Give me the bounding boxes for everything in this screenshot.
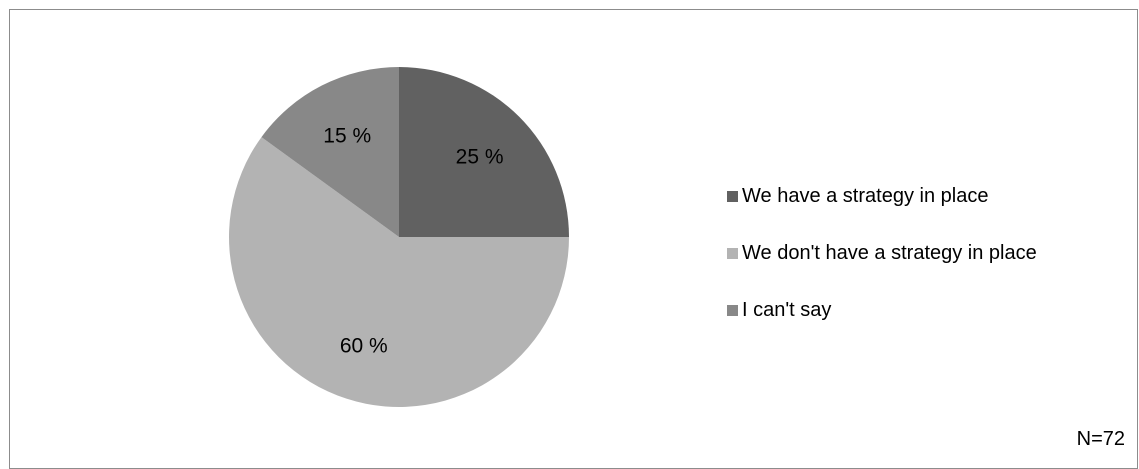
- pie-slice: [228, 137, 569, 408]
- slice-value-label: 15 %: [323, 124, 371, 147]
- legend-item-strategy-in-place: We have a strategy in place: [727, 168, 1037, 225]
- legend: We have a strategy in place We don't hav…: [727, 168, 1037, 339]
- legend-label: We don't have a strategy in place: [742, 242, 1037, 264]
- pie-chart: 25 % 60 % 15 %: [228, 67, 569, 408]
- slice-value-label: 60 %: [340, 334, 388, 357]
- pie-slice: [399, 67, 569, 237]
- slice-value-label: 25 %: [456, 145, 504, 168]
- legend-label: I can't say: [742, 299, 832, 321]
- legend-item-cant-say: I can't say: [727, 282, 1037, 339]
- legend-label: We have a strategy in place: [742, 185, 989, 207]
- sample-size-note: N=72: [1076, 428, 1125, 450]
- legend-swatch: [727, 305, 738, 316]
- pie-slice: [261, 67, 399, 237]
- legend-swatch: [727, 191, 738, 202]
- legend-swatch: [727, 248, 738, 259]
- legend-item-no-strategy: We don't have a strategy in place: [727, 225, 1037, 282]
